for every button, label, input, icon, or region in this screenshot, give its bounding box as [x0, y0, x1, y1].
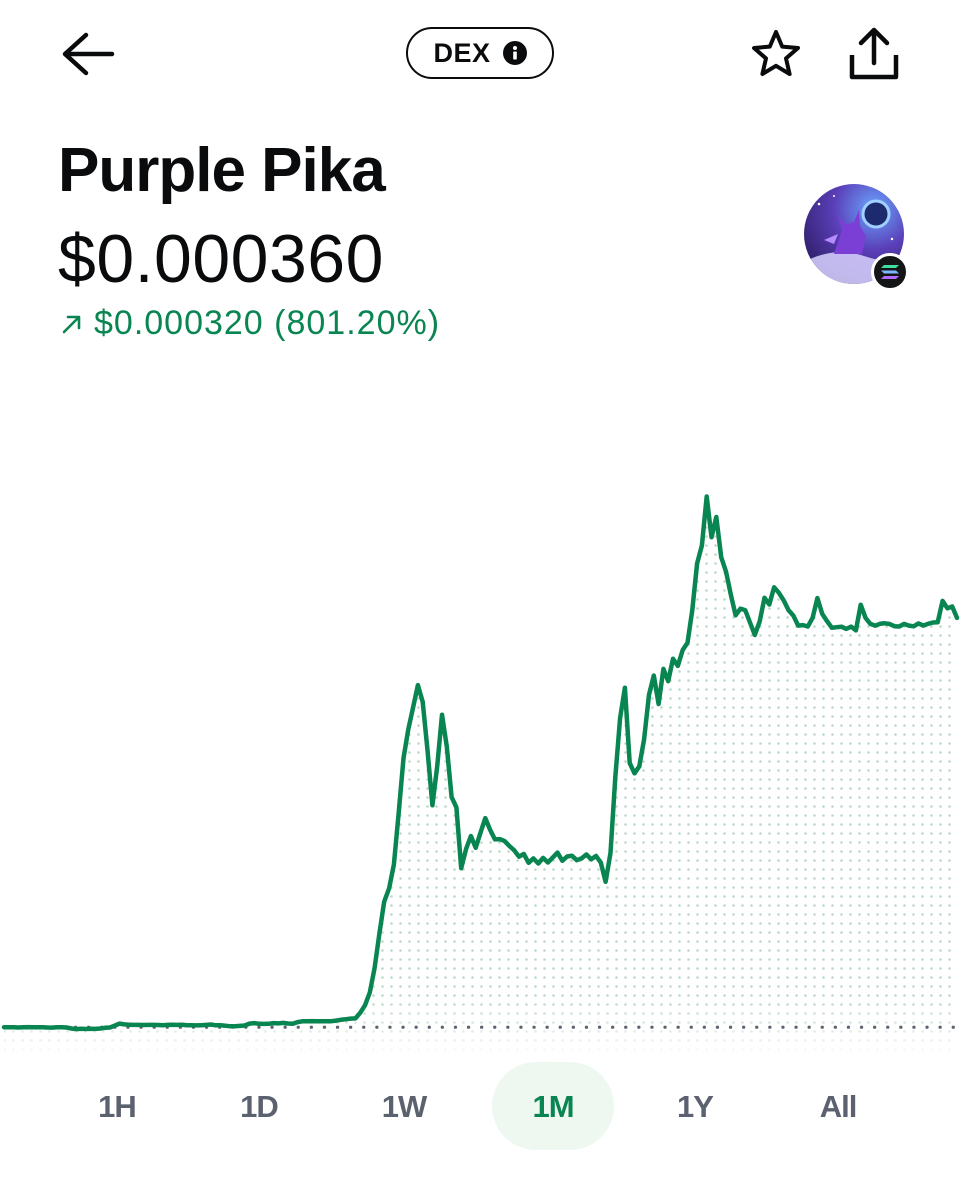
favorite-button[interactable]: [740, 22, 812, 86]
time-range-tabs: 1H 1D 1W 1M 1Y All: [0, 1062, 961, 1152]
arrow-up-right-icon: [62, 315, 81, 333]
share-upload-icon: [849, 27, 899, 80]
tab-1w[interactable]: 1W: [381, 1089, 428, 1124]
price-chart[interactable]: [0, 460, 961, 1060]
area-fade: [0, 1000, 961, 1060]
price-area-fill: [4, 496, 957, 1060]
tab-1y[interactable]: 1Y: [677, 1089, 714, 1124]
asset-name: Purple Pika: [58, 136, 386, 205]
price-change-text: $0.000320 (801.20%): [94, 304, 441, 342]
dex-label: DEX: [433, 37, 491, 68]
tab-1h[interactable]: 1H: [98, 1089, 137, 1124]
star-outline-icon: [752, 30, 800, 76]
share-button[interactable]: [836, 20, 912, 86]
active-tab-highlight: [492, 1062, 614, 1150]
info-icon: [502, 41, 527, 65]
tab-1d[interactable]: 1D: [240, 1089, 279, 1124]
back-button[interactable]: [52, 22, 124, 86]
dex-badge-button[interactable]: DEX: [406, 27, 554, 79]
tab-all[interactable]: All: [819, 1089, 858, 1124]
solana-icon: [871, 253, 909, 291]
asset-price: $0.000360: [58, 221, 384, 297]
tab-1m[interactable]: 1M: [532, 1089, 574, 1124]
price-line: [1, 494, 960, 1032]
arrow-left-icon: [62, 32, 115, 76]
price-change: $0.000320 (801.20%): [60, 304, 440, 343]
